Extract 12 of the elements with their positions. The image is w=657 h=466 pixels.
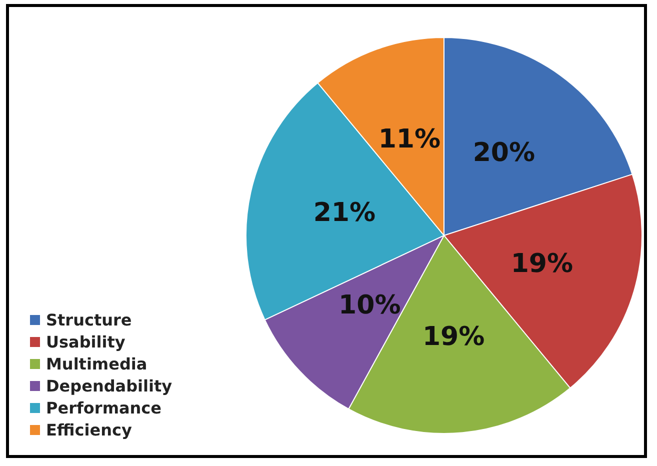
data-label: 11%	[378, 124, 441, 155]
legend-label: Usability	[46, 332, 126, 352]
data-label: 21%	[313, 198, 376, 228]
data-label: 19%	[422, 322, 485, 352]
legend-label: Performance	[46, 398, 162, 418]
legend-label: Dependability	[46, 376, 173, 396]
legend-label: Efficiency	[46, 420, 132, 440]
data-label: 19%	[510, 248, 574, 279]
legend-label: Structure	[46, 310, 132, 330]
data-label: 20%	[472, 138, 536, 168]
legend-label: Multimedia	[46, 354, 148, 374]
data-label: 10%	[338, 290, 401, 320]
